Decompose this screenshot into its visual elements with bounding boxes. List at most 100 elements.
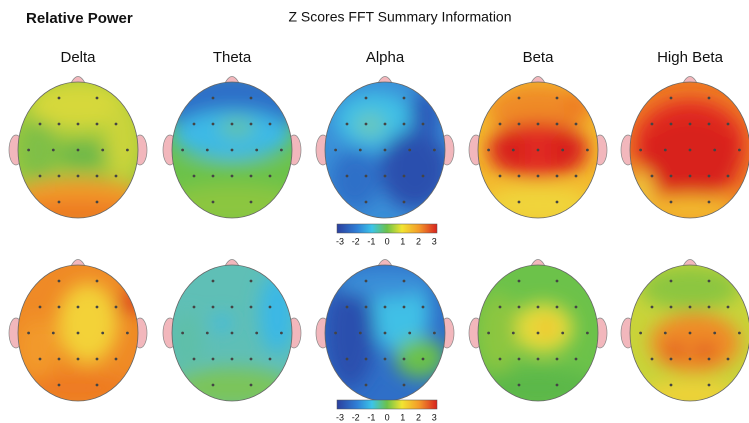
electrode [95, 122, 99, 126]
electrode [707, 279, 711, 283]
electrode [707, 122, 711, 126]
head-outline [629, 81, 749, 219]
electrode [57, 279, 61, 283]
electrode [574, 305, 578, 309]
electrode [364, 383, 368, 387]
electrode [249, 122, 253, 126]
electrode [358, 148, 362, 152]
electrode [669, 122, 673, 126]
head-outline [17, 264, 139, 402]
scale-tick-label: 0 [385, 412, 390, 422]
map-blobs [640, 266, 740, 401]
electrode [555, 279, 559, 283]
map-blobs [172, 82, 292, 218]
electrode [586, 148, 589, 152]
electrode [38, 305, 42, 309]
electrode [211, 357, 215, 361]
electrode [639, 331, 642, 335]
electrode [268, 122, 272, 126]
electrode [95, 305, 99, 309]
topomap [172, 265, 292, 401]
map-blob [355, 113, 385, 137]
electrode [51, 148, 55, 152]
electrode [57, 174, 61, 178]
electrode [433, 148, 436, 152]
electrode [364, 305, 368, 309]
electrode [663, 148, 667, 152]
scale-tick-label: -2 [352, 236, 360, 246]
map-blob [650, 313, 740, 373]
electrode [76, 122, 80, 126]
map-blob [395, 338, 445, 378]
scale-tick-label: -2 [352, 412, 360, 422]
electrode [402, 200, 406, 204]
electrode [192, 122, 196, 126]
map-blob [640, 120, 740, 200]
electrode [280, 331, 283, 335]
electrode [114, 357, 118, 361]
electrode [345, 357, 349, 361]
electrode [211, 200, 215, 204]
electrode [76, 357, 80, 361]
title: Z Scores FFT Summary Information [288, 9, 511, 25]
electrode [669, 174, 673, 178]
electrode [364, 174, 368, 178]
electrode [211, 279, 215, 283]
electrode [574, 174, 578, 178]
electrode [561, 331, 565, 335]
electrode [517, 96, 521, 100]
electrode [383, 122, 387, 126]
electrode [555, 96, 559, 100]
map-blob [536, 320, 556, 336]
band-label: High Beta [657, 49, 724, 66]
map-blobs [483, 85, 593, 218]
electrode [57, 96, 61, 100]
electrode [27, 148, 30, 152]
electrode [650, 357, 654, 361]
electrode [51, 331, 55, 335]
electrode [95, 200, 99, 204]
map-blob [488, 85, 588, 135]
electrode [707, 96, 711, 100]
electrode [669, 357, 673, 361]
electrode [76, 174, 80, 178]
map-blob [58, 283, 118, 363]
electrode [268, 305, 272, 309]
electrode [101, 331, 105, 335]
electrode [663, 331, 667, 335]
electrode [57, 383, 61, 387]
color-scale [336, 223, 438, 234]
electrode [249, 279, 253, 283]
scale-tick-label: -1 [367, 412, 375, 422]
electrode [555, 200, 559, 204]
electrode [364, 279, 368, 283]
electrode [255, 148, 259, 152]
band-label: Alpha [366, 49, 405, 66]
electrode [268, 174, 272, 178]
scale-tick-label: 3 [432, 412, 437, 422]
electrode [38, 357, 42, 361]
electrode [57, 305, 61, 309]
electrode [688, 122, 692, 126]
electrode [402, 305, 406, 309]
map-blob [18, 120, 58, 180]
electrode [487, 148, 490, 152]
electrode [688, 331, 692, 335]
electrode [408, 148, 412, 152]
electrode [669, 383, 673, 387]
topomap [325, 82, 445, 218]
electrode [669, 200, 673, 204]
head-outline [477, 264, 599, 402]
electrode [38, 174, 42, 178]
map-blob [18, 200, 138, 218]
electrode [181, 148, 185, 152]
electrode [211, 122, 215, 126]
electrode [402, 383, 406, 387]
electrode [211, 305, 215, 309]
electrode [76, 331, 80, 335]
map-blob [219, 118, 255, 138]
scale-tick-label: 0 [385, 236, 390, 246]
topomap [478, 82, 598, 218]
electrode [126, 148, 129, 152]
map-blob [172, 368, 292, 401]
